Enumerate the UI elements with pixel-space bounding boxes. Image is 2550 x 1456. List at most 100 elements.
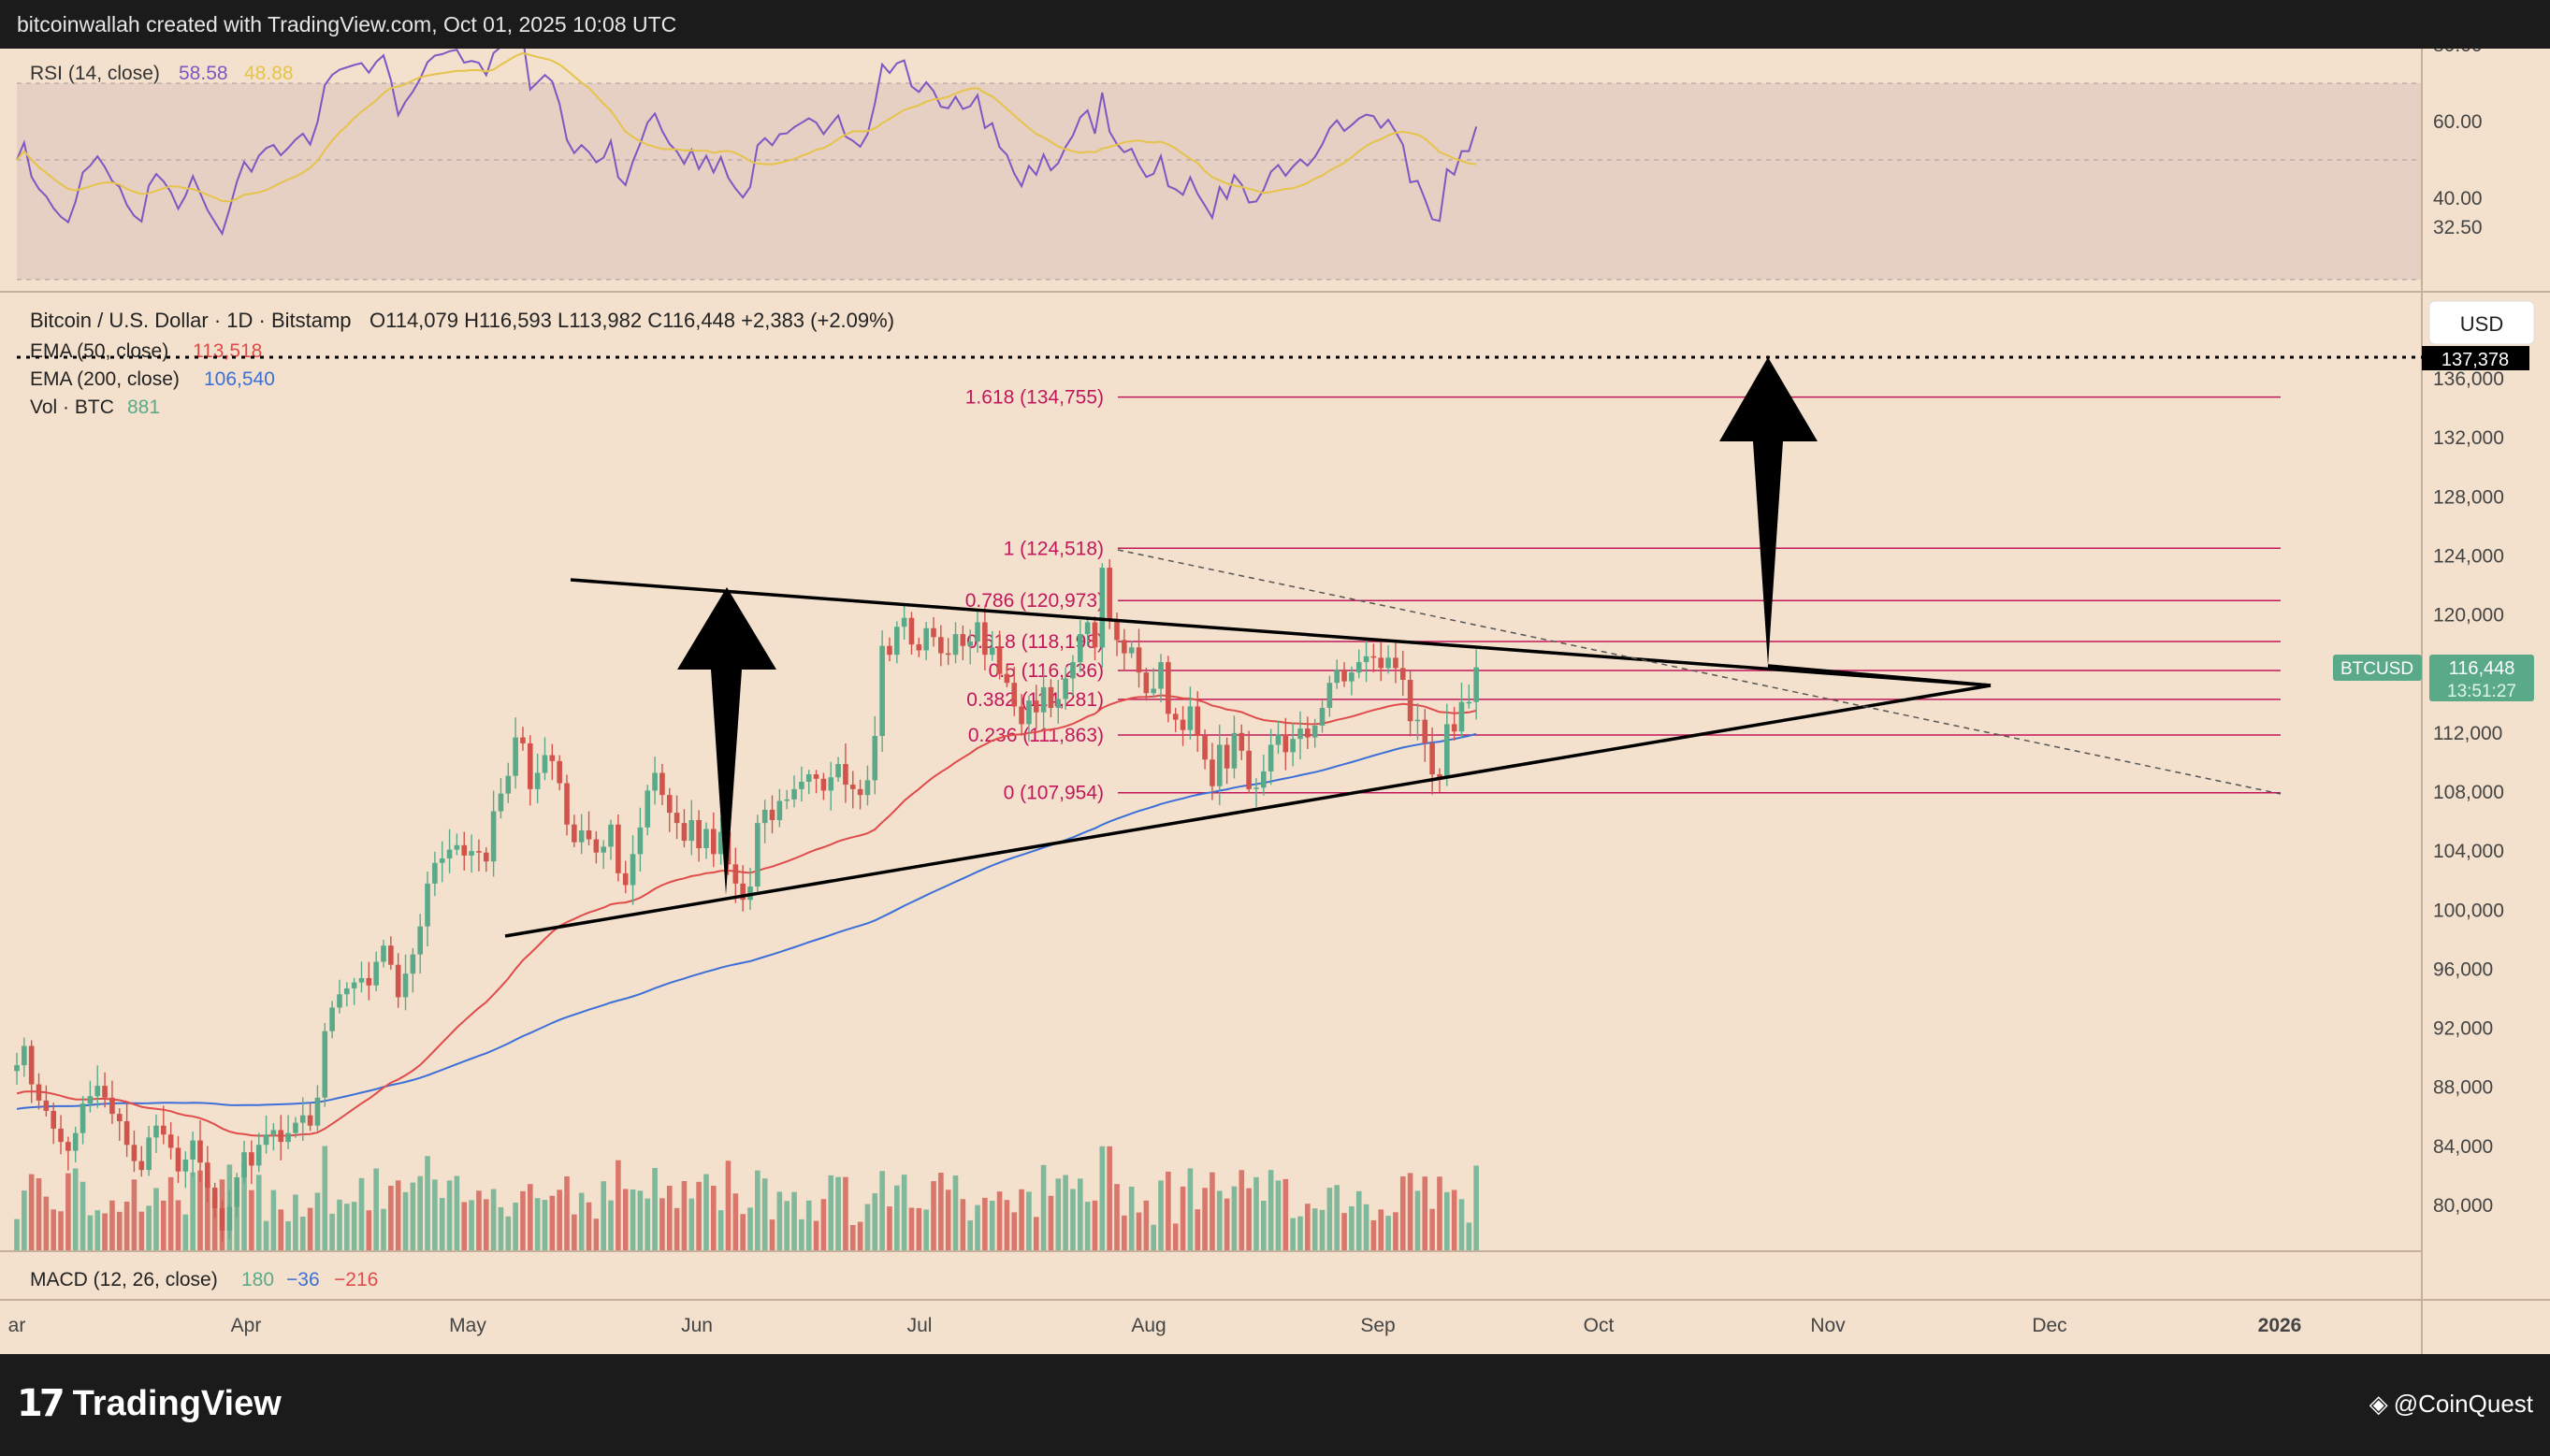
- volume-bar: [645, 1198, 651, 1252]
- volume-bar: [747, 1207, 753, 1252]
- chart-svg[interactable]: RSI (14, close) 58.58 48.88 136,000 132,0…: [0, 49, 2550, 1354]
- candle-body: [1136, 647, 1142, 673]
- volume-bar: [123, 1202, 130, 1252]
- candle-body: [843, 764, 848, 786]
- candle-body: [1048, 686, 1054, 709]
- candle-body: [688, 819, 695, 842]
- chart-frame[interactable]: RSI (14, close) 58.58 48.88 136,000 132,0…: [0, 49, 2550, 1354]
- volume-bar: [681, 1181, 688, 1252]
- candle-body: [138, 1160, 145, 1171]
- candle-body: [916, 644, 922, 651]
- volume-bar: [1136, 1212, 1142, 1252]
- volume-bar: [1246, 1188, 1252, 1252]
- time-tick-label: Aug: [1131, 1315, 1166, 1336]
- candle-body: [241, 1152, 247, 1178]
- volume-bar: [1458, 1199, 1465, 1252]
- candle-body: [285, 1132, 291, 1143]
- candle-body: [1224, 744, 1230, 769]
- volume-bar: [908, 1207, 915, 1252]
- volume-bar: [1341, 1213, 1347, 1252]
- candle-body: [578, 830, 585, 843]
- volume-bar: [1319, 1209, 1326, 1252]
- time-tick-label: ar: [8, 1315, 26, 1336]
- volume-bar: [36, 1178, 42, 1252]
- volume-bar: [1231, 1186, 1238, 1252]
- volume-bar: [461, 1202, 468, 1252]
- volume-bar: [483, 1199, 489, 1252]
- candle-body: [36, 1084, 42, 1101]
- volume-bar: [703, 1174, 709, 1252]
- volume-bar: [425, 1156, 430, 1252]
- candle-body: [1151, 688, 1156, 694]
- macd-v1: 180: [241, 1269, 274, 1290]
- volume-bar: [153, 1188, 159, 1252]
- volume-bar: [322, 1146, 328, 1252]
- candle-body: [182, 1160, 189, 1172]
- candle-body: [87, 1096, 94, 1104]
- candle-body: [1399, 668, 1406, 681]
- ohlc-values: O114,079 H116,593 L113,982 C116,448 +2,3…: [369, 309, 894, 332]
- attribution-bar: bitcoinwallah created with TradingView.c…: [0, 0, 2550, 49]
- volume-bar: [395, 1180, 401, 1252]
- volume-bar: [564, 1175, 570, 1252]
- volume-bar: [167, 1176, 174, 1252]
- volume-bar: [270, 1189, 277, 1252]
- candle-body: [1187, 706, 1194, 730]
- volume-bar: [1224, 1198, 1230, 1252]
- candle-body: [813, 774, 819, 779]
- candle-body: [454, 844, 460, 850]
- ema200-series: [16, 732, 1477, 1110]
- coinquest-text: @CoinQuest: [2393, 1390, 2533, 1418]
- candle-body: [72, 1132, 79, 1151]
- candle-body: [872, 736, 878, 781]
- volume-bar: [952, 1175, 959, 1252]
- triangle-lower-line: [504, 684, 1992, 938]
- volume-bar: [1370, 1219, 1377, 1252]
- volume-bar: [813, 1220, 819, 1252]
- volume-bar: [476, 1190, 482, 1252]
- candle-body: [270, 1130, 277, 1135]
- volume-bar: [1268, 1170, 1274, 1252]
- coinquest-watermark: ◈ @CoinQuest: [2369, 1390, 2533, 1419]
- currency-button[interactable]: USD: [2460, 312, 2503, 336]
- candle-body: [989, 647, 995, 656]
- volume-bar: [696, 1181, 702, 1252]
- candle-body: [791, 788, 797, 800]
- volume-bar: [329, 1213, 335, 1252]
- volume-bar: [161, 1200, 167, 1252]
- volume-bar: [498, 1206, 504, 1252]
- candle-body: [329, 1007, 335, 1031]
- currency-button-bg[interactable]: [2428, 300, 2535, 345]
- candle-body: [102, 1086, 108, 1098]
- candle-body: [996, 647, 1003, 674]
- candle-body: [1393, 657, 1398, 669]
- candle-body: [1458, 701, 1465, 732]
- volume-bar: [94, 1210, 101, 1252]
- coinquest-icon: ◈: [2369, 1390, 2388, 1418]
- volume-bar: [1187, 1168, 1194, 1252]
- candle-body: [116, 1114, 123, 1122]
- candle-body: [263, 1134, 269, 1146]
- volume-bar: [820, 1199, 827, 1252]
- volume-bar: [146, 1205, 152, 1252]
- candle-body: [43, 1100, 50, 1111]
- volume-bar: [513, 1203, 518, 1252]
- volume-bar: [761, 1178, 768, 1252]
- volume-bar: [608, 1200, 614, 1252]
- volume-bar: [1253, 1176, 1259, 1252]
- volume-bar: [337, 1199, 342, 1252]
- tradingview-logo[interactable]: 17 TradingView: [17, 1380, 282, 1427]
- volume-bar: [1282, 1178, 1289, 1252]
- candle-body: [1216, 744, 1223, 786]
- candle-body: [1437, 774, 1442, 778]
- candle-body: [887, 645, 892, 656]
- volume-bar: [14, 1218, 20, 1252]
- candle-body: [1341, 669, 1347, 682]
- candle-body: [395, 964, 401, 998]
- volume-bar: [402, 1191, 409, 1252]
- candle-body: [337, 994, 342, 1008]
- volume-bar: [381, 1208, 386, 1252]
- candle-body: [211, 1188, 218, 1209]
- candle-body: [94, 1086, 101, 1097]
- candle-body: [1128, 647, 1135, 654]
